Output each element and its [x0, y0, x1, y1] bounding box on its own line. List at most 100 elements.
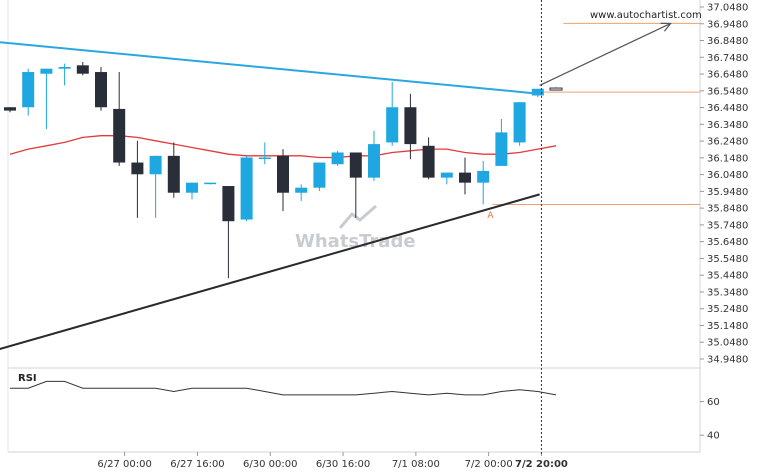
forecast-arrow-head — [660, 22, 672, 32]
x-tick-label: 7/2 00:00 — [465, 459, 513, 470]
y-tick-label: 35.1480 — [707, 321, 748, 332]
y-tick-label: 36.7480 — [707, 53, 748, 64]
candle-body — [422, 145, 435, 178]
y-tick-label: 35.0480 — [707, 338, 748, 349]
candle — [295, 184, 308, 202]
y-tick-label: 35.7480 — [707, 220, 748, 231]
candle-body — [204, 182, 217, 185]
candle-body — [113, 108, 126, 163]
candle-body — [549, 87, 563, 91]
candle-body — [531, 88, 544, 96]
candle-body — [295, 187, 308, 193]
candle-body — [477, 170, 490, 183]
candle — [404, 93, 417, 160]
candle-body — [40, 68, 53, 74]
candle — [76, 61, 89, 76]
x-tick-label: 6/30 16:00 — [316, 459, 370, 470]
y-tick-label: 36.3480 — [707, 120, 748, 131]
y-tick-label: 35.3480 — [707, 287, 748, 298]
candle-body — [76, 65, 89, 74]
candle — [386, 82, 399, 146]
candle — [40, 68, 53, 130]
candle — [22, 68, 35, 116]
x-tick-label: 6/30 00:00 — [243, 459, 297, 470]
x-tick-label: 6/27 00:00 — [97, 459, 151, 470]
y-tick-label: 35.6480 — [707, 237, 748, 248]
y-tick-label: 35.5480 — [707, 254, 748, 265]
candle — [131, 140, 144, 218]
candle-body — [186, 182, 198, 193]
candle — [422, 137, 435, 180]
y-tick-label: 35.2480 — [707, 304, 748, 315]
annotations: A www.autochartist.com — [487, 10, 701, 221]
candle-body — [4, 107, 16, 111]
candle-body — [58, 67, 71, 69]
y-tick-label: 36.2480 — [707, 137, 748, 148]
watermark-text: WhatsTrade — [295, 231, 416, 252]
x-tick-label: 7/1 08:00 — [392, 459, 440, 470]
y-axis-ticks: 37.0480 36.9480 36.8480 36.7480 36.6480 36.54… — [700, 3, 748, 366]
candle — [477, 160, 490, 205]
candle — [331, 150, 344, 166]
candle-body — [313, 162, 326, 188]
y-tick-label: 37.0480 — [707, 3, 748, 14]
y-tick-label: 36.9480 — [707, 19, 748, 30]
candle-body — [349, 152, 362, 178]
y-tick-label: 36.5480 — [707, 86, 748, 97]
candle-body — [386, 107, 399, 143]
candle-body — [277, 155, 289, 193]
candle — [58, 63, 71, 86]
candle-body — [495, 132, 508, 166]
candle-body — [95, 72, 107, 108]
y-tick-label: 35.8480 — [707, 204, 748, 215]
rsi-pane: RSI 60 40 — [10, 373, 720, 442]
candles — [4, 61, 563, 279]
candle — [149, 155, 162, 218]
level-lines — [492, 22, 700, 205]
candle — [95, 67, 107, 111]
candle-body — [368, 144, 380, 178]
candle — [240, 155, 253, 222]
candle-body — [459, 172, 471, 183]
y-tick-label: 36.1480 — [707, 153, 748, 164]
candle — [313, 162, 326, 192]
forecast-arrow-line — [539, 22, 671, 86]
candle — [186, 182, 198, 200]
x-tick-label: 6/27 16:00 — [170, 459, 224, 470]
candle-body — [131, 162, 144, 175]
candle — [4, 107, 16, 113]
candle-body — [22, 72, 35, 108]
candle-body — [513, 102, 526, 143]
candle-body — [222, 186, 235, 222]
rsi-tick-label: 40 — [707, 431, 720, 442]
y-tick-label: 36.6480 — [707, 70, 748, 81]
candle — [277, 149, 289, 212]
candle — [549, 87, 563, 91]
candle — [113, 72, 126, 166]
candle — [513, 102, 526, 146]
candle — [167, 142, 180, 198]
candle — [440, 172, 453, 185]
candle — [459, 157, 471, 195]
support-line — [0, 193, 540, 351]
x-axis-ticks: 6/27 00:00 6/27 16:00 6/30 00:00 6/30 16:00… — [97, 452, 568, 470]
rsi-tick-label: 60 — [707, 397, 720, 408]
candle — [495, 118, 508, 166]
source-watermark: www.autochartist.com — [590, 10, 702, 21]
candle-body — [149, 155, 162, 175]
resistance-line — [0, 41, 540, 95]
point-label-a: A — [487, 211, 494, 221]
candle — [204, 182, 217, 185]
y-tick-label: 35.4480 — [707, 271, 748, 282]
candle-body — [404, 107, 417, 145]
candle — [368, 130, 380, 181]
candle-body — [331, 152, 344, 165]
rsi-label: RSI — [18, 373, 37, 384]
candle-body — [240, 157, 253, 220]
candle-body — [440, 172, 453, 178]
candle-body — [167, 155, 180, 193]
y-tick-label: 36.0480 — [707, 170, 748, 181]
x-tick-label: 7/2 20:00 — [515, 459, 568, 470]
